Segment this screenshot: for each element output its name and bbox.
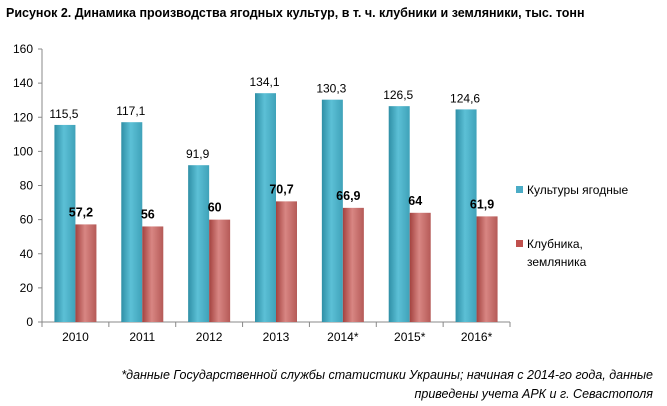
bar-berries-2014 [321,99,343,322]
footnote-line-1: *данные Государственной службы статистик… [121,368,653,382]
label-strawberry-2015: 64 [408,194,422,208]
bar-berries-2011 [121,122,143,323]
y-tick-label: 40 [20,247,34,261]
label-berries-2016: 124,6 [450,91,480,105]
x-tick-label: 2012 [196,330,223,344]
legend-label-1: Культуры ягодные [527,183,628,197]
label-berries-2011: 117,1 [116,104,145,118]
legend-label-2: земляника [527,255,587,269]
x-tick-label: 2013 [263,330,290,344]
bar-berries-2015 [388,106,410,322]
x-tick-label: 2014* [327,330,359,344]
footnote-line-2: приведены учета АРК и г. Севастополя [414,387,653,401]
bar-strawberry-2012 [209,219,231,322]
chart-data-labels: 115,5 117,1 91,9 134,1 130,3 126,5 124,6 57,2 56… [49,75,494,221]
chart-legend: Культуры ягодные Клубника, земляника [516,183,628,269]
bar-strawberry-2013 [276,201,297,322]
label-strawberry-2016: 61,9 [470,197,494,211]
bar-berries-2010 [54,124,76,322]
x-tick-label: 2010 [62,330,89,344]
label-strawberry-2013: 70,7 [269,182,293,196]
label-strawberry-2011: 56 [141,207,155,221]
bar-berries-2013 [255,93,276,323]
footnote: *данные Государственной службы статистик… [53,366,653,404]
bar-strawberry-2010 [75,224,97,322]
y-tick-label: 60 [20,213,34,227]
chart-bars [54,93,498,323]
y-tick-label: 0 [26,315,33,329]
x-tick-label: 2016* [461,330,493,344]
y-tick-label: 80 [20,179,34,193]
label-berries-2010: 115,5 [49,107,78,121]
bar-berries-2012 [188,165,210,322]
legend-label-2: Клубника, [527,237,583,251]
bar-strawberry-2015 [409,212,431,322]
legend-swatch-2 [516,240,523,247]
y-tick-label: 160 [13,42,33,56]
label-strawberry-2012: 60 [208,201,222,215]
y-tick-label: 100 [13,144,33,158]
bar-strawberry-2016 [476,216,498,322]
chart-axes: 0 20 40 60 80 100 120 140 160 2010 2011 2012 2013 201… [13,42,511,344]
label-berries-2015: 126,5 [383,88,413,102]
y-tick-label: 140 [13,76,33,90]
label-berries-2012: 91,9 [186,147,210,161]
bar-berries-2016 [455,109,477,323]
label-berries-2014: 130,3 [316,82,346,96]
label-strawberry-2010: 57,2 [69,205,93,219]
x-tick-label: 2015* [394,330,426,344]
legend-swatch-1 [516,186,523,193]
bar-strawberry-2014 [342,207,364,322]
bar-chart: 0 20 40 60 80 100 120 140 160 2010 2011 2012 2013 201… [13,42,628,344]
y-tick-label: 120 [13,110,33,124]
chart-title: Рисунок 2. Динамика производства ягодных… [6,6,585,20]
label-strawberry-2014: 66,9 [336,189,360,203]
bar-strawberry-2011 [142,226,164,322]
x-tick-label: 2011 [129,330,155,344]
label-berries-2013: 134,1 [249,75,279,89]
y-tick-label: 20 [20,281,34,295]
